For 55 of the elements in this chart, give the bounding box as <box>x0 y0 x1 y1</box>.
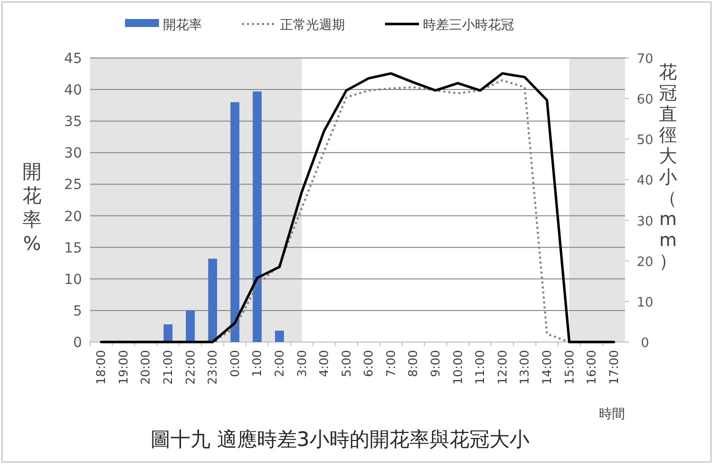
x-tick-label: 11:00 <box>473 350 488 385</box>
x-tick-label: 5:00 <box>339 350 354 377</box>
y-tick-label: 40 <box>64 82 82 99</box>
x-tick-label: 14:00 <box>540 350 554 385</box>
x-axis-title: 時間 <box>599 407 625 422</box>
x-tick-label: 19:00 <box>116 350 130 385</box>
x-tick-label: 2:00 <box>272 350 286 377</box>
x-tick-label: 9:00 <box>428 350 443 377</box>
y2-tick-label: 40 <box>636 174 654 189</box>
x-tick-label: 4:00 <box>317 350 332 377</box>
y-tick-label: 15 <box>64 240 82 256</box>
x-tick-label: 17:00 <box>606 350 621 385</box>
x-tick-label: 18:00 <box>94 350 108 385</box>
x-tick-label: 20:00 <box>138 350 153 385</box>
y2-tick-label: 60 <box>636 92 654 108</box>
y-tick-label: 30 <box>64 146 82 162</box>
y2-tick-label: 70 <box>636 52 654 67</box>
y-tick-label: 45 <box>64 51 82 67</box>
y2-tick-label: 10 <box>636 295 654 310</box>
bar <box>252 91 262 342</box>
x-tick-label: 13:00 <box>518 350 532 385</box>
x-tick-label: 6:00 <box>362 350 376 377</box>
y-tick-label: 20 <box>64 208 82 225</box>
y-tick-label: 10 <box>64 272 82 288</box>
x-tick-label: 23:00 <box>206 350 220 385</box>
y2-tick-label: 0 <box>640 336 650 351</box>
x-tick-label: 3:00 <box>294 350 309 377</box>
legend-label: 時差三小時花冠 <box>423 18 514 33</box>
x-tick-label: 0:00 <box>228 350 242 377</box>
y-tick-label: 5 <box>73 303 82 320</box>
text: 花冠直徑大小（mm） <box>659 62 677 272</box>
y-axis-title: 開花率% <box>22 161 42 255</box>
bar <box>208 258 218 342</box>
bar <box>186 310 195 342</box>
x-tick-label: 7:00 <box>384 350 398 377</box>
x-tick-label: 12:00 <box>495 350 510 385</box>
x-tick-label: 22:00 <box>183 350 198 385</box>
x-tick-label: 10:00 <box>450 350 465 385</box>
y-tick-label: 25 <box>64 177 82 194</box>
y2-tick-label: 30 <box>636 214 654 230</box>
y2-tick-label: 50 <box>636 133 654 148</box>
x-tick-label: 21:00 <box>161 350 176 385</box>
bar <box>230 102 240 342</box>
x-tick-label: 16:00 <box>584 350 599 385</box>
y-tick-label: 0 <box>73 335 82 351</box>
legend-label: 正常光週期 <box>280 18 345 33</box>
text: 圖十九 適應時差3小時的開花率與花冠大小 <box>150 427 530 451</box>
x-tick-label: 15:00 <box>562 350 576 385</box>
bar <box>164 324 172 342</box>
y2-tick-label: 20 <box>636 254 654 270</box>
bar <box>275 330 284 342</box>
y-tick-label: 35 <box>64 114 82 130</box>
x-tick-label: 1:00 <box>250 350 264 377</box>
legend-label: 開花率 <box>163 17 202 33</box>
x-tick-label: 8:00 <box>406 350 420 377</box>
